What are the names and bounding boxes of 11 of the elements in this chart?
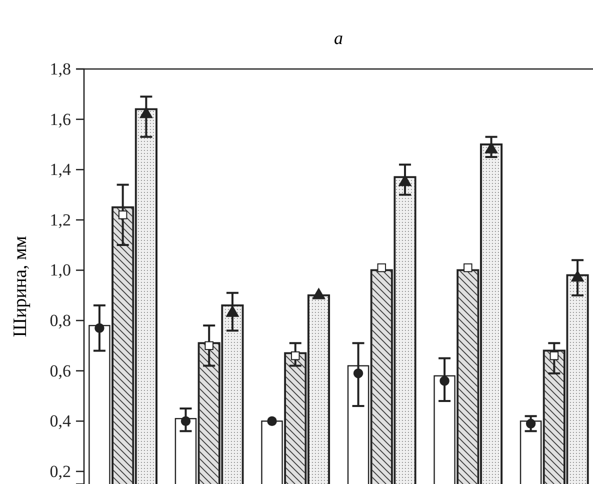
y-tick-label: 1,0 (50, 260, 71, 280)
y-tick-label: 1,6 (50, 110, 71, 129)
y-tick-label: 0,2 (50, 462, 71, 481)
y-tick-label: 0,6 (50, 361, 71, 380)
y-tick-label: 0,4 (50, 412, 72, 431)
y-tick-label: 1,2 (50, 210, 71, 230)
y-tick-label: 0,8 (50, 310, 71, 330)
y-tick-label: 1,8 (50, 59, 71, 78)
chart-title: a (334, 28, 343, 48)
y-tick-label: 1,4 (50, 160, 72, 180)
y-axis-title: Ширина, мм (10, 236, 31, 338)
